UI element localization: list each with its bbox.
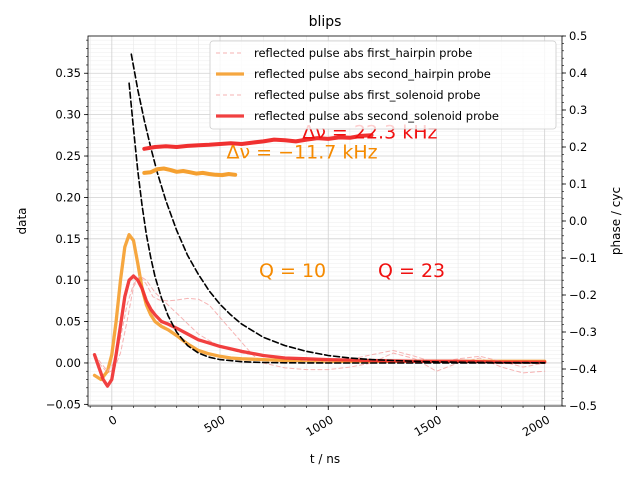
y-tick-label: 0.30 [55, 108, 81, 122]
annotation-4: Q = 23 [378, 260, 445, 282]
y2-tick-label: 0.4 [569, 66, 587, 80]
legend: reflected pulse abs first_hairpin probe r… [209, 40, 557, 130]
series-line-7 [142, 166, 238, 178]
y-tick-label: 0.35 [55, 66, 81, 80]
legend-label: reflected pulse abs first_hairpin probe [254, 46, 472, 60]
y-axis-label: data [15, 207, 29, 234]
y2-tick-label: 0.0 [569, 214, 587, 228]
legend-label: reflected pulse abs first_solenoid probe [254, 88, 480, 102]
y-tick-label: 0.20 [55, 190, 81, 204]
y2-tick-label: −0.3 [569, 325, 597, 339]
series-line-1 [94, 275, 546, 374]
y2-tick-label: 0.2 [569, 140, 587, 154]
y2-tick-label: 0.1 [569, 177, 587, 191]
y2-axis-label: phase / cyc [609, 187, 623, 255]
y2-tick-label: 0.3 [569, 103, 587, 117]
series-line-4 [92, 274, 547, 388]
y-tick-label: 0.00 [55, 356, 81, 370]
y2-tick-label: −0.4 [569, 362, 597, 376]
annotation-2: Δν = −11.7 kHz [227, 142, 378, 164]
y2-tick-label: −0.2 [569, 288, 597, 302]
annotation-3: Q = 10 [259, 260, 326, 282]
series-line-8 [142, 133, 374, 151]
y-tick-label: 0.10 [55, 273, 81, 287]
series-line-5 [128, 82, 546, 364]
y2-tick-label: −0.1 [569, 251, 597, 265]
series-line-6 [130, 53, 546, 364]
legend-label: reflected pulse abs second_hairpin probe [254, 67, 491, 81]
legend-box [209, 40, 557, 130]
grid [88, 36, 562, 406]
y-tick-label: 0.15 [55, 232, 81, 246]
y-tick-label: 0.05 [55, 315, 81, 329]
y2-tick-label: −0.5 [569, 399, 597, 413]
y-tick-label: 0.25 [55, 149, 81, 163]
y-tick-label: −0.05 [46, 397, 81, 411]
series-layer [92, 53, 547, 388]
y2-tick-label: 0.5 [569, 29, 587, 43]
legend-label: reflected pulse abs second_solenoid prob… [254, 109, 499, 123]
chart-title: blips [309, 14, 342, 30]
x-axis-label: t / ns [310, 452, 340, 466]
